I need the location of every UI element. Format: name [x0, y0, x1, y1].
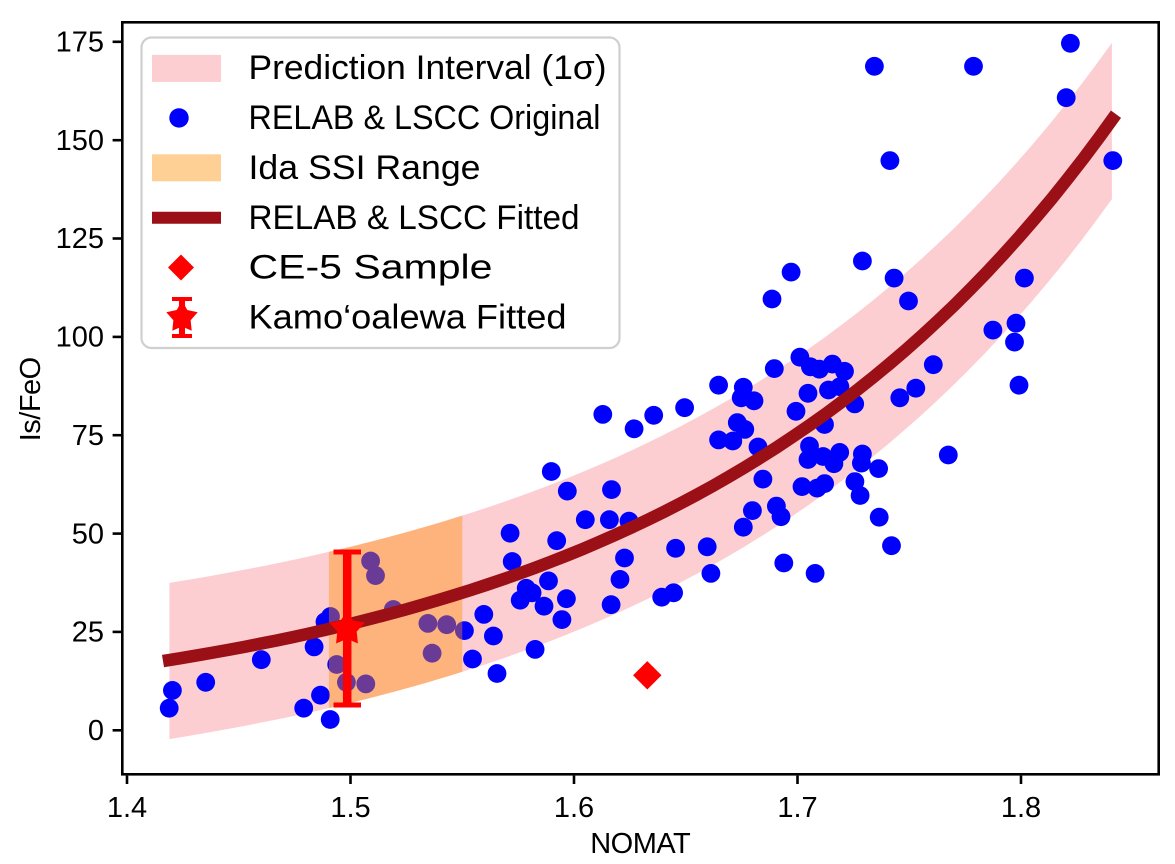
svg-text:175: 175 — [56, 27, 104, 59]
svg-text:RELAB & LSCC Fitted: RELAB & LSCC Fitted — [249, 199, 580, 237]
svg-text:75: 75 — [72, 420, 104, 452]
svg-text:50: 50 — [72, 518, 104, 550]
svg-text:125: 125 — [56, 223, 104, 255]
svg-text:RELAB & LSCC Original: RELAB & LSCC Original — [249, 99, 601, 137]
svg-text:CE-5 Sample: CE-5 Sample — [249, 249, 493, 287]
svg-text:1.6: 1.6 — [554, 792, 594, 824]
svg-text:Prediction Interval (1σ): Prediction Interval (1σ) — [249, 49, 607, 87]
svg-text:Kamo‘oalewa Fitted: Kamo‘oalewa Fitted — [249, 298, 567, 336]
svg-text:Is/FeO: Is/FeO — [15, 357, 47, 442]
svg-text:1.4: 1.4 — [107, 792, 147, 824]
svg-text:150: 150 — [56, 125, 104, 157]
svg-text:NOMAT: NOMAT — [590, 828, 691, 860]
svg-text:0: 0 — [88, 715, 104, 747]
svg-text:100: 100 — [56, 322, 104, 354]
svg-text:25: 25 — [72, 617, 104, 649]
svg-text:1.5: 1.5 — [330, 792, 370, 824]
svg-text:1.7: 1.7 — [777, 792, 817, 824]
svg-text:1.8: 1.8 — [1001, 792, 1041, 824]
svg-text:Ida SSI Range: Ida SSI Range — [249, 149, 481, 187]
